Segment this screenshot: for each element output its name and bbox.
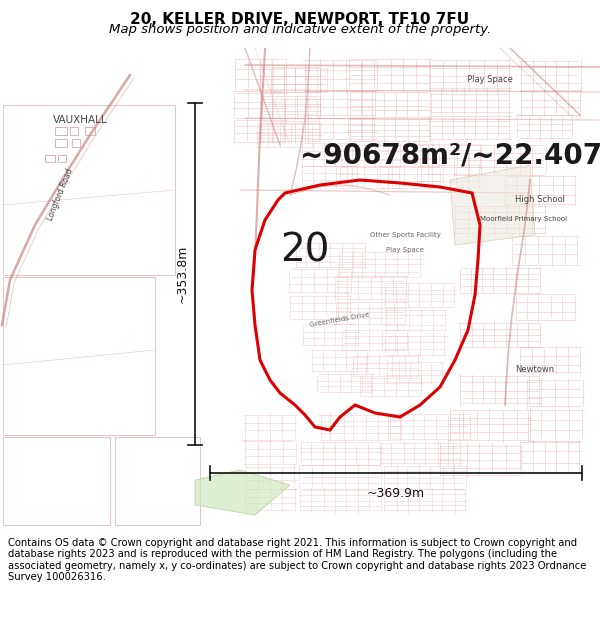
Bar xyxy=(70,127,78,135)
Text: 20, KELLER DRIVE, NEWPORT, TF10 7FU: 20, KELLER DRIVE, NEWPORT, TF10 7FU xyxy=(130,12,470,27)
Bar xyxy=(85,127,95,135)
Text: Contains OS data © Crown copyright and database right 2021. This information is : Contains OS data © Crown copyright and d… xyxy=(8,538,586,582)
Bar xyxy=(55,139,67,147)
Polygon shape xyxy=(195,470,290,515)
Text: 20: 20 xyxy=(280,231,329,269)
Text: ~353.8m: ~353.8m xyxy=(176,245,188,303)
Bar xyxy=(58,155,66,162)
Text: Play Space: Play Space xyxy=(386,247,424,253)
Text: High School: High School xyxy=(515,196,565,204)
Text: ~369.9m: ~369.9m xyxy=(367,487,425,500)
Text: VAUXHALL: VAUXHALL xyxy=(53,115,107,125)
Bar xyxy=(72,139,80,147)
Polygon shape xyxy=(450,165,535,245)
Text: ~90678m²/~22.407ac.: ~90678m²/~22.407ac. xyxy=(300,142,600,170)
Text: Play Space: Play Space xyxy=(467,76,513,84)
Text: Greenfields Drive: Greenfields Drive xyxy=(310,312,370,328)
Bar xyxy=(45,155,55,162)
Bar xyxy=(55,127,67,135)
Text: Newtown: Newtown xyxy=(515,366,554,374)
Text: Map shows position and indicative extent of the property.: Map shows position and indicative extent… xyxy=(109,23,491,36)
Text: Moorfield Primary School: Moorfield Primary School xyxy=(480,216,567,222)
Text: Longford Road: Longford Road xyxy=(46,168,74,222)
Text: Other Sports Facility: Other Sports Facility xyxy=(370,232,440,238)
